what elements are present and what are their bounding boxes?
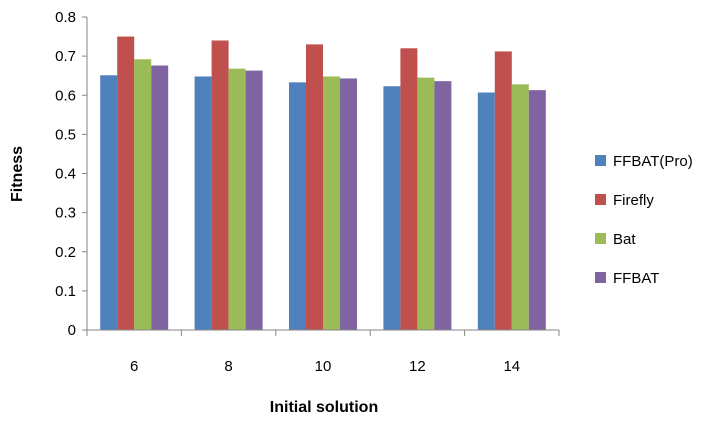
x-tick-label: 10 [315,358,332,375]
bar-ffbat-14 [528,90,546,330]
bar-ffbat-8 [245,70,263,330]
bar-ffbat-6 [151,65,169,330]
x-tick-label: 14 [503,358,520,375]
bar-firefly-6 [117,36,135,330]
y-tick-label: 0 [68,322,76,339]
y-axis-title: Fitness [9,146,26,202]
bar-bat-8 [228,68,246,331]
y-tick-label: 0.6 [55,87,76,104]
y-tick-label: 0.8 [55,9,76,26]
x-tick-label: 6 [130,358,138,375]
legend: FFBAT(Pro) Firefly Bat FFBAT [595,153,693,287]
bar-firefly-10 [306,44,323,330]
bar-ffbat-pro-12 [383,86,401,330]
bar-bat-6 [134,59,152,330]
legend-swatch [595,194,606,205]
bar-firefly-12 [400,48,418,331]
bar-ffbat-pro-14 [477,92,495,330]
bar-bat-10 [323,76,340,330]
legend-swatch [595,155,606,166]
y-tick-label: 0.1 [55,283,76,300]
x-ticks: 6 8 10 12 14 [86,330,560,375]
bars [100,36,546,331]
y-tick-label: 0.5 [55,126,76,143]
bar-bat-14 [511,84,529,330]
bar-ffbat-12 [434,81,452,330]
bar-ffbat-pro-6 [100,75,118,330]
y-tick-label: 0.7 [55,48,76,65]
bar-firefly-8 [211,40,229,330]
y-ticks: 0 0.1 0.2 0.3 0.4 0.5 0.6 0.7 0.8 [55,9,87,339]
bar-ffbat-pro-10 [289,82,306,331]
y-tick-label: 0.2 [55,244,76,261]
y-tick-label: 0.4 [55,166,76,183]
y-tick-label: 0.3 [55,205,76,222]
legend-swatch [595,233,606,244]
legend-label: FFBAT [613,270,659,287]
x-tick-label: 12 [409,358,426,375]
bar-firefly-14 [494,51,512,331]
x-axis-title: Initial solution [270,399,378,416]
legend-swatch [595,272,606,283]
x-tick-label: 8 [224,358,232,375]
bar-bat-12 [417,77,435,330]
legend-label: Firefly [613,192,654,209]
bar-ffbat-10 [340,78,357,331]
legend-label: FFBAT(Pro) [613,153,693,170]
legend-label: Bat [613,231,636,248]
bar-ffbat-pro-8 [194,76,212,330]
